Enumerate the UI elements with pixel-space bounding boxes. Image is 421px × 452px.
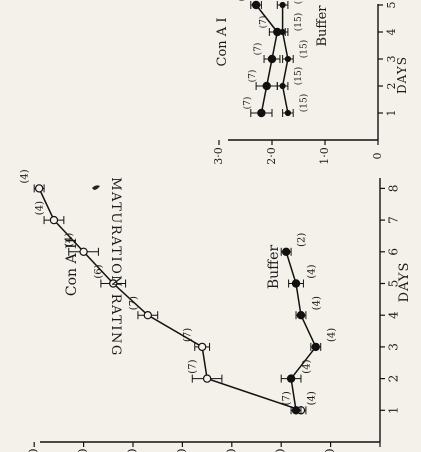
inset-x-tick-label: 2 (385, 83, 398, 90)
inset-data-point (262, 81, 271, 91)
inset-n-label: (7) (253, 43, 264, 56)
main-n-label: (4) (307, 391, 318, 405)
inset-n-label: (7) (258, 16, 269, 29)
main-x-tick-label: 1 (387, 406, 401, 414)
inset-n-label: (15) (298, 94, 309, 112)
main-x-tick-label: 5 (387, 280, 401, 288)
main-n-label: (4) (302, 359, 313, 373)
main-data-point (109, 279, 118, 288)
main-n-label: (4) (311, 296, 322, 310)
inset-y-tick-label: 0 (371, 153, 384, 160)
inset-data-point (257, 108, 266, 118)
main-x-ticks: 1 2 3 4 5 6 7 8 (380, 185, 401, 414)
main-data-point (197, 342, 207, 352)
main-y-tick-label: 6·0 (76, 448, 90, 452)
main-x-tick-label: 4 (387, 311, 401, 319)
inset-data-point (267, 54, 277, 64)
inset-n-label: (7) (242, 97, 253, 110)
main-n-label: (2) (297, 233, 308, 247)
inset-chart: 1 2 3 4 5 0 1·0 2·0 3·0 (7) (7) (7) (7) (7) (15) (15)… (212, 0, 409, 165)
main-y-tick-label: 3·0 (224, 448, 238, 452)
inset-y-ticks: 0 1·0 2·0 3·0 (212, 140, 384, 165)
inset-data-point (279, 1, 286, 9)
main-series-line-0 (38, 188, 302, 412)
main-series-label-buffer: Buffer (266, 245, 282, 290)
main-y-tick-label: 1·0 (323, 448, 337, 452)
inset-data-point (279, 28, 286, 36)
ink-mark (92, 185, 100, 190)
inset-n-label: (7) (237, 0, 248, 1)
inset-x-ticks: 1 2 3 4 5 (378, 2, 398, 117)
main-x-tick-label: 3 (387, 343, 401, 351)
main-data-point (143, 311, 153, 320)
inset-data-point (251, 0, 261, 10)
inset-x-axis-label: DAYS (395, 56, 409, 94)
main-x-tick-label: 6 (387, 248, 401, 256)
inset-series: (7) (7) (7) (7) (7) (15) (15) (15) (15) (15) (237, 0, 309, 118)
inset-series-label-con-a-i: Con A I (215, 18, 230, 67)
inset-x-tick-label: 4 (385, 29, 398, 36)
main-y-tick-label: 7·0 (27, 448, 41, 452)
inset-data-point (284, 55, 291, 63)
main-x-tick-label: 2 (387, 375, 401, 383)
main-n-label: (7) (281, 391, 292, 405)
main-data-point (291, 279, 301, 288)
main-data-point (202, 374, 212, 383)
inset-series-label-buffer: Buffer (315, 5, 330, 47)
inset-data-point (284, 109, 291, 117)
main-series-label-con-a-ii: Con A II (64, 238, 80, 296)
main-data-point (311, 342, 320, 352)
inset-n-label: (15) (293, 67, 304, 85)
main-n-label: (7) (188, 359, 199, 373)
main-x-tick-label: 7 (387, 216, 401, 224)
main-n-label: (4) (34, 201, 45, 215)
inset-n-label: (15) (293, 0, 304, 4)
main-data-point (34, 184, 44, 193)
main-x-tick-label: 8 (387, 185, 401, 193)
main-data-point (286, 374, 296, 383)
inset-y-tick-label: 3·0 (212, 147, 225, 165)
main-y-tick-label: 4·0 (175, 448, 189, 452)
main-n-label: (4) (20, 169, 31, 183)
inset-n-label: (15) (293, 13, 304, 31)
main-data-point (296, 311, 306, 320)
main-n-label: (4) (307, 264, 318, 278)
main-y-tick-label: 2·0 (274, 448, 288, 452)
main-n-label: (4) (64, 233, 75, 247)
main-data-point (291, 406, 301, 415)
main-series: (7) (7) (7) (7) (6) (4) (4) (4) (4) (4) (4) (4) (4) (… (20, 169, 337, 415)
main-data-point (49, 215, 59, 225)
main-y-axis-label: MATURATION RATING (108, 177, 123, 357)
inset-y-tick-label: 1·0 (318, 147, 331, 165)
main-y-tick-label: 5·0 (126, 448, 140, 452)
main-n-label: (6) (94, 264, 105, 278)
inset-data-point (279, 82, 286, 90)
main-data-point (79, 247, 88, 256)
inset-n-label: (7) (247, 70, 258, 83)
main-y-ticks: 01·02·03·04·05·06·07·0 (27, 442, 381, 452)
inset-x-tick-label: 3 (385, 56, 398, 63)
inset-x-tick-label: 1 (385, 110, 398, 117)
main-n-label: (7) (128, 296, 139, 310)
main-n-label: (4) (326, 328, 337, 342)
main-x-axis-label: DAYS (397, 262, 412, 303)
main-n-label: (7) (183, 328, 194, 342)
inset-n-label: (15) (298, 40, 309, 58)
inset-y-tick-label: 2·0 (265, 147, 278, 165)
main-series-line-1 (285, 251, 317, 411)
main-data-point (281, 247, 291, 256)
inset-x-tick-label: 5 (385, 2, 398, 9)
